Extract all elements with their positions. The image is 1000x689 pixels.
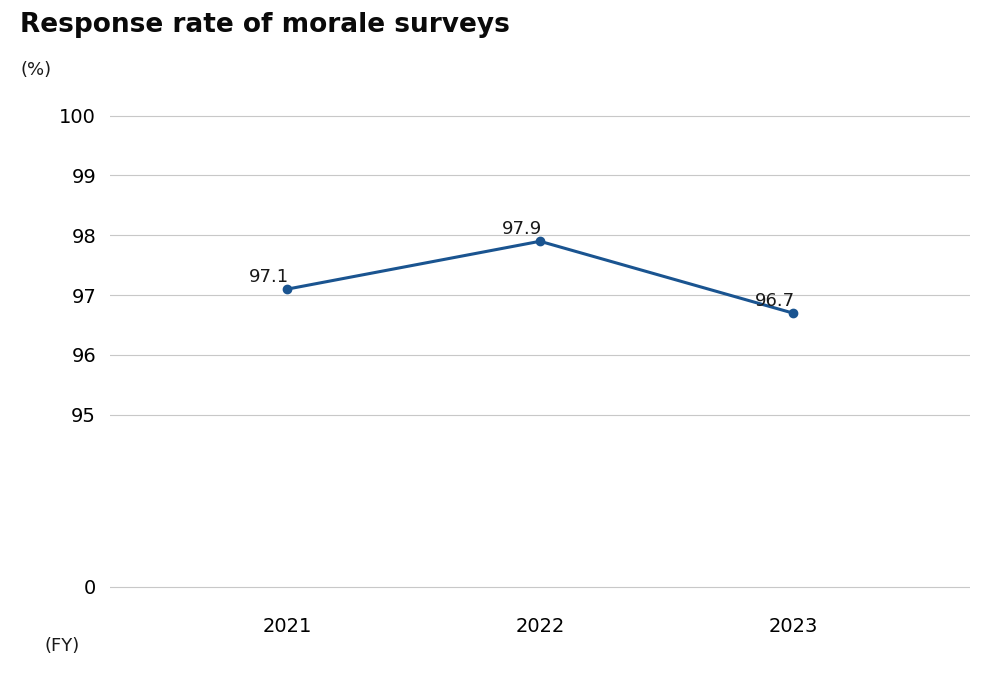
Text: 97.9: 97.9: [502, 220, 542, 238]
Text: (%): (%): [20, 61, 51, 79]
Text: 96.7: 96.7: [755, 292, 795, 310]
Text: (FY): (FY): [45, 637, 80, 655]
Text: 97.1: 97.1: [249, 268, 289, 286]
Text: Response rate of morale surveys: Response rate of morale surveys: [20, 12, 510, 38]
